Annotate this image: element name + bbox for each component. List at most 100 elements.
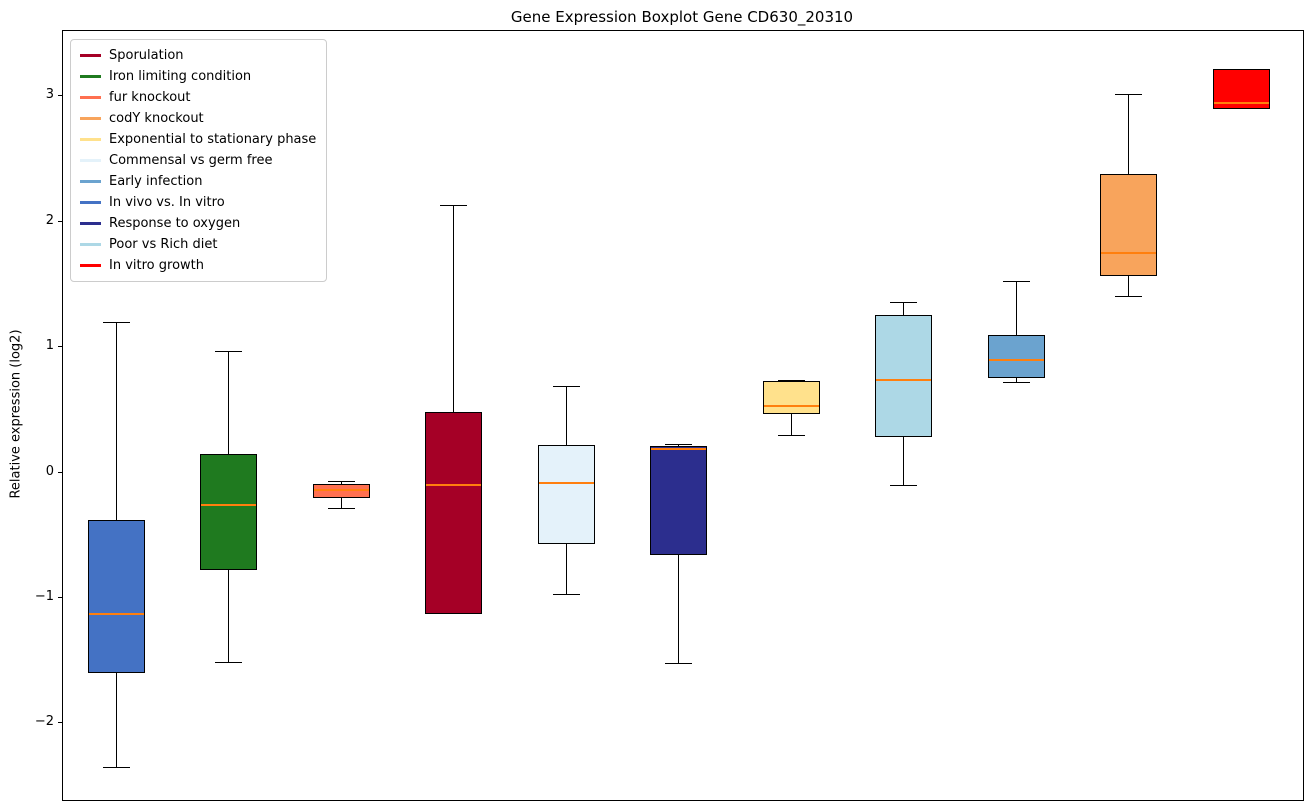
lower-whisker-cap	[327, 507, 355, 509]
legend-item: Sporulation	[80, 45, 316, 66]
lower-whisker-cap	[890, 485, 917, 487]
median-line	[1101, 252, 1156, 255]
upper-whisker-cap	[215, 350, 242, 352]
legend-swatch	[80, 54, 101, 57]
boxplot-box	[987, 334, 1045, 379]
upper-whisker-cap	[777, 379, 805, 381]
legend-item: Commensal vs germ free	[80, 150, 316, 171]
y-tick-label: −1	[34, 589, 54, 605]
boxplot-box	[87, 520, 145, 674]
upper-whisker	[115, 322, 117, 521]
y-tick-label: 2	[45, 212, 54, 228]
lower-whisker	[1128, 275, 1129, 296]
legend-item: Early infection	[80, 171, 316, 192]
lower-whisker	[790, 413, 792, 435]
y-tick-label: −2	[34, 714, 54, 730]
legend-swatch	[80, 201, 101, 204]
legend-swatch	[80, 243, 101, 246]
y-tick-mark	[58, 597, 62, 599]
median-line	[988, 358, 1044, 361]
y-tick-mark	[58, 471, 62, 473]
y-tick-mark	[58, 722, 62, 724]
upper-whisker-cap	[1002, 280, 1030, 282]
boxplot-box	[650, 446, 707, 556]
lower-whisker-cap	[1115, 295, 1142, 297]
legend-label: Commensal vs germ free	[109, 153, 273, 168]
median-line	[538, 481, 594, 484]
upper-whisker	[453, 205, 454, 413]
y-tick-label: 1	[45, 338, 54, 354]
upper-whisker-cap	[1115, 93, 1142, 95]
legend-item: Poor vs Rich diet	[80, 234, 316, 255]
median-line	[876, 378, 931, 381]
lower-whisker-cap	[665, 663, 692, 665]
median-line	[426, 484, 481, 487]
legend-label: Early infection	[109, 174, 203, 189]
legend-label: In vivo vs. In vitro	[109, 195, 225, 210]
legend-item: Response to oxygen	[80, 213, 316, 234]
legend-item: Exponential to stationary phase	[80, 129, 316, 150]
median-line	[763, 405, 819, 408]
lower-whisker	[228, 570, 229, 662]
legend-item: In vitro growth	[80, 255, 316, 276]
lower-whisker	[115, 673, 117, 768]
lower-whisker	[565, 544, 567, 595]
upper-whisker-cap	[327, 481, 355, 483]
upper-whisker-cap	[665, 443, 692, 445]
y-tick-mark	[58, 346, 62, 348]
upper-whisker-cap	[440, 205, 467, 207]
lower-whisker	[340, 497, 342, 508]
legend-swatch	[80, 180, 101, 183]
legend-item: In vivo vs. In vitro	[80, 192, 316, 213]
legend-swatch	[80, 138, 101, 141]
legend-label: Iron limiting condition	[109, 69, 252, 84]
median-line	[88, 613, 144, 616]
boxplot-box	[762, 381, 820, 414]
upper-whisker	[903, 301, 904, 315]
lower-whisker	[903, 437, 904, 486]
legend-label: Response to oxygen	[109, 216, 241, 231]
legend: Sporulation Iron limiting condition fur kn…	[70, 39, 328, 282]
legend-label: codY knockout	[109, 111, 204, 126]
lower-whisker-cap	[215, 662, 242, 663]
upper-whisker	[228, 350, 229, 454]
upper-whisker	[565, 386, 567, 445]
y-tick-mark	[58, 95, 62, 97]
lower-whisker-cap	[1002, 382, 1030, 384]
y-tick-label: 0	[45, 463, 54, 479]
median-line	[651, 447, 706, 450]
legend-item: fur knockout	[80, 87, 316, 108]
lower-whisker	[678, 555, 679, 664]
upper-whisker	[678, 443, 679, 447]
legend-item: Iron limiting condition	[80, 66, 316, 87]
legend-label: fur knockout	[109, 90, 191, 105]
legend-swatch	[80, 117, 101, 120]
legend-label: Exponential to stationary phase	[109, 132, 317, 147]
lower-whisker	[1015, 378, 1017, 383]
y-tick-mark	[58, 220, 62, 222]
median-line	[201, 504, 256, 507]
chart-title: Gene Expression Boxplot Gene CD630_20310	[510, 8, 854, 26]
upper-whisker-cap	[102, 322, 130, 324]
y-tick-label: 3	[45, 87, 54, 103]
upper-whisker	[340, 481, 342, 484]
lower-whisker-cap	[102, 767, 130, 769]
boxplot-box	[200, 453, 257, 571]
legend-label: Sporulation	[109, 48, 184, 63]
median-line	[1213, 101, 1269, 104]
lower-whisker-cap	[777, 434, 805, 436]
boxplot-box	[1100, 174, 1157, 276]
legend-swatch	[80, 75, 101, 78]
upper-whisker-cap	[552, 386, 580, 388]
upper-whisker-cap	[890, 301, 917, 303]
upper-whisker	[1015, 280, 1017, 335]
boxplot-box	[537, 444, 595, 545]
median-line	[313, 489, 369, 492]
boxplot-box	[875, 314, 932, 438]
legend-swatch	[80, 96, 101, 99]
legend-swatch	[80, 222, 101, 225]
legend-swatch	[80, 264, 101, 267]
legend-item: codY knockout	[80, 108, 316, 129]
upper-whisker	[1128, 93, 1129, 174]
